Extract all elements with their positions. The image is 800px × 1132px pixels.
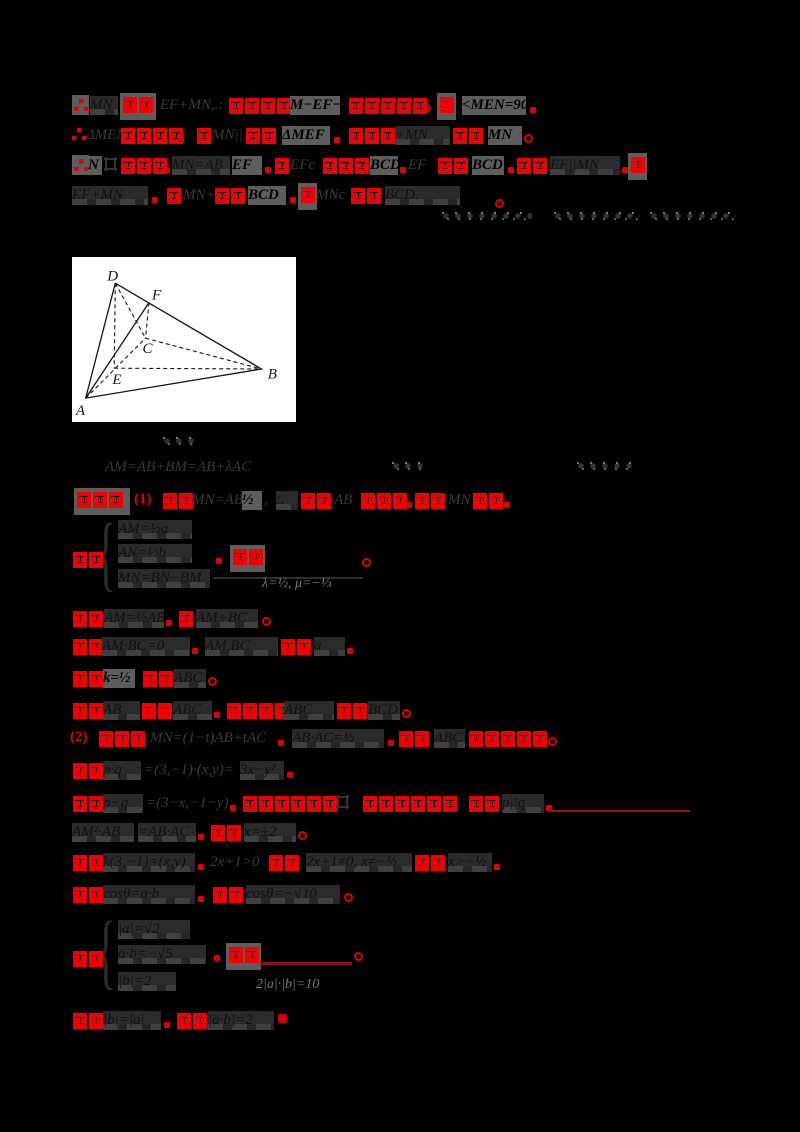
svg-text:F: F — [151, 287, 162, 303]
svg-text:C: C — [142, 341, 153, 357]
svg-text:A: A — [75, 403, 86, 419]
svg-text:D: D — [106, 269, 118, 285]
svg-text:B: B — [268, 366, 277, 382]
svg-text:E: E — [111, 372, 121, 388]
